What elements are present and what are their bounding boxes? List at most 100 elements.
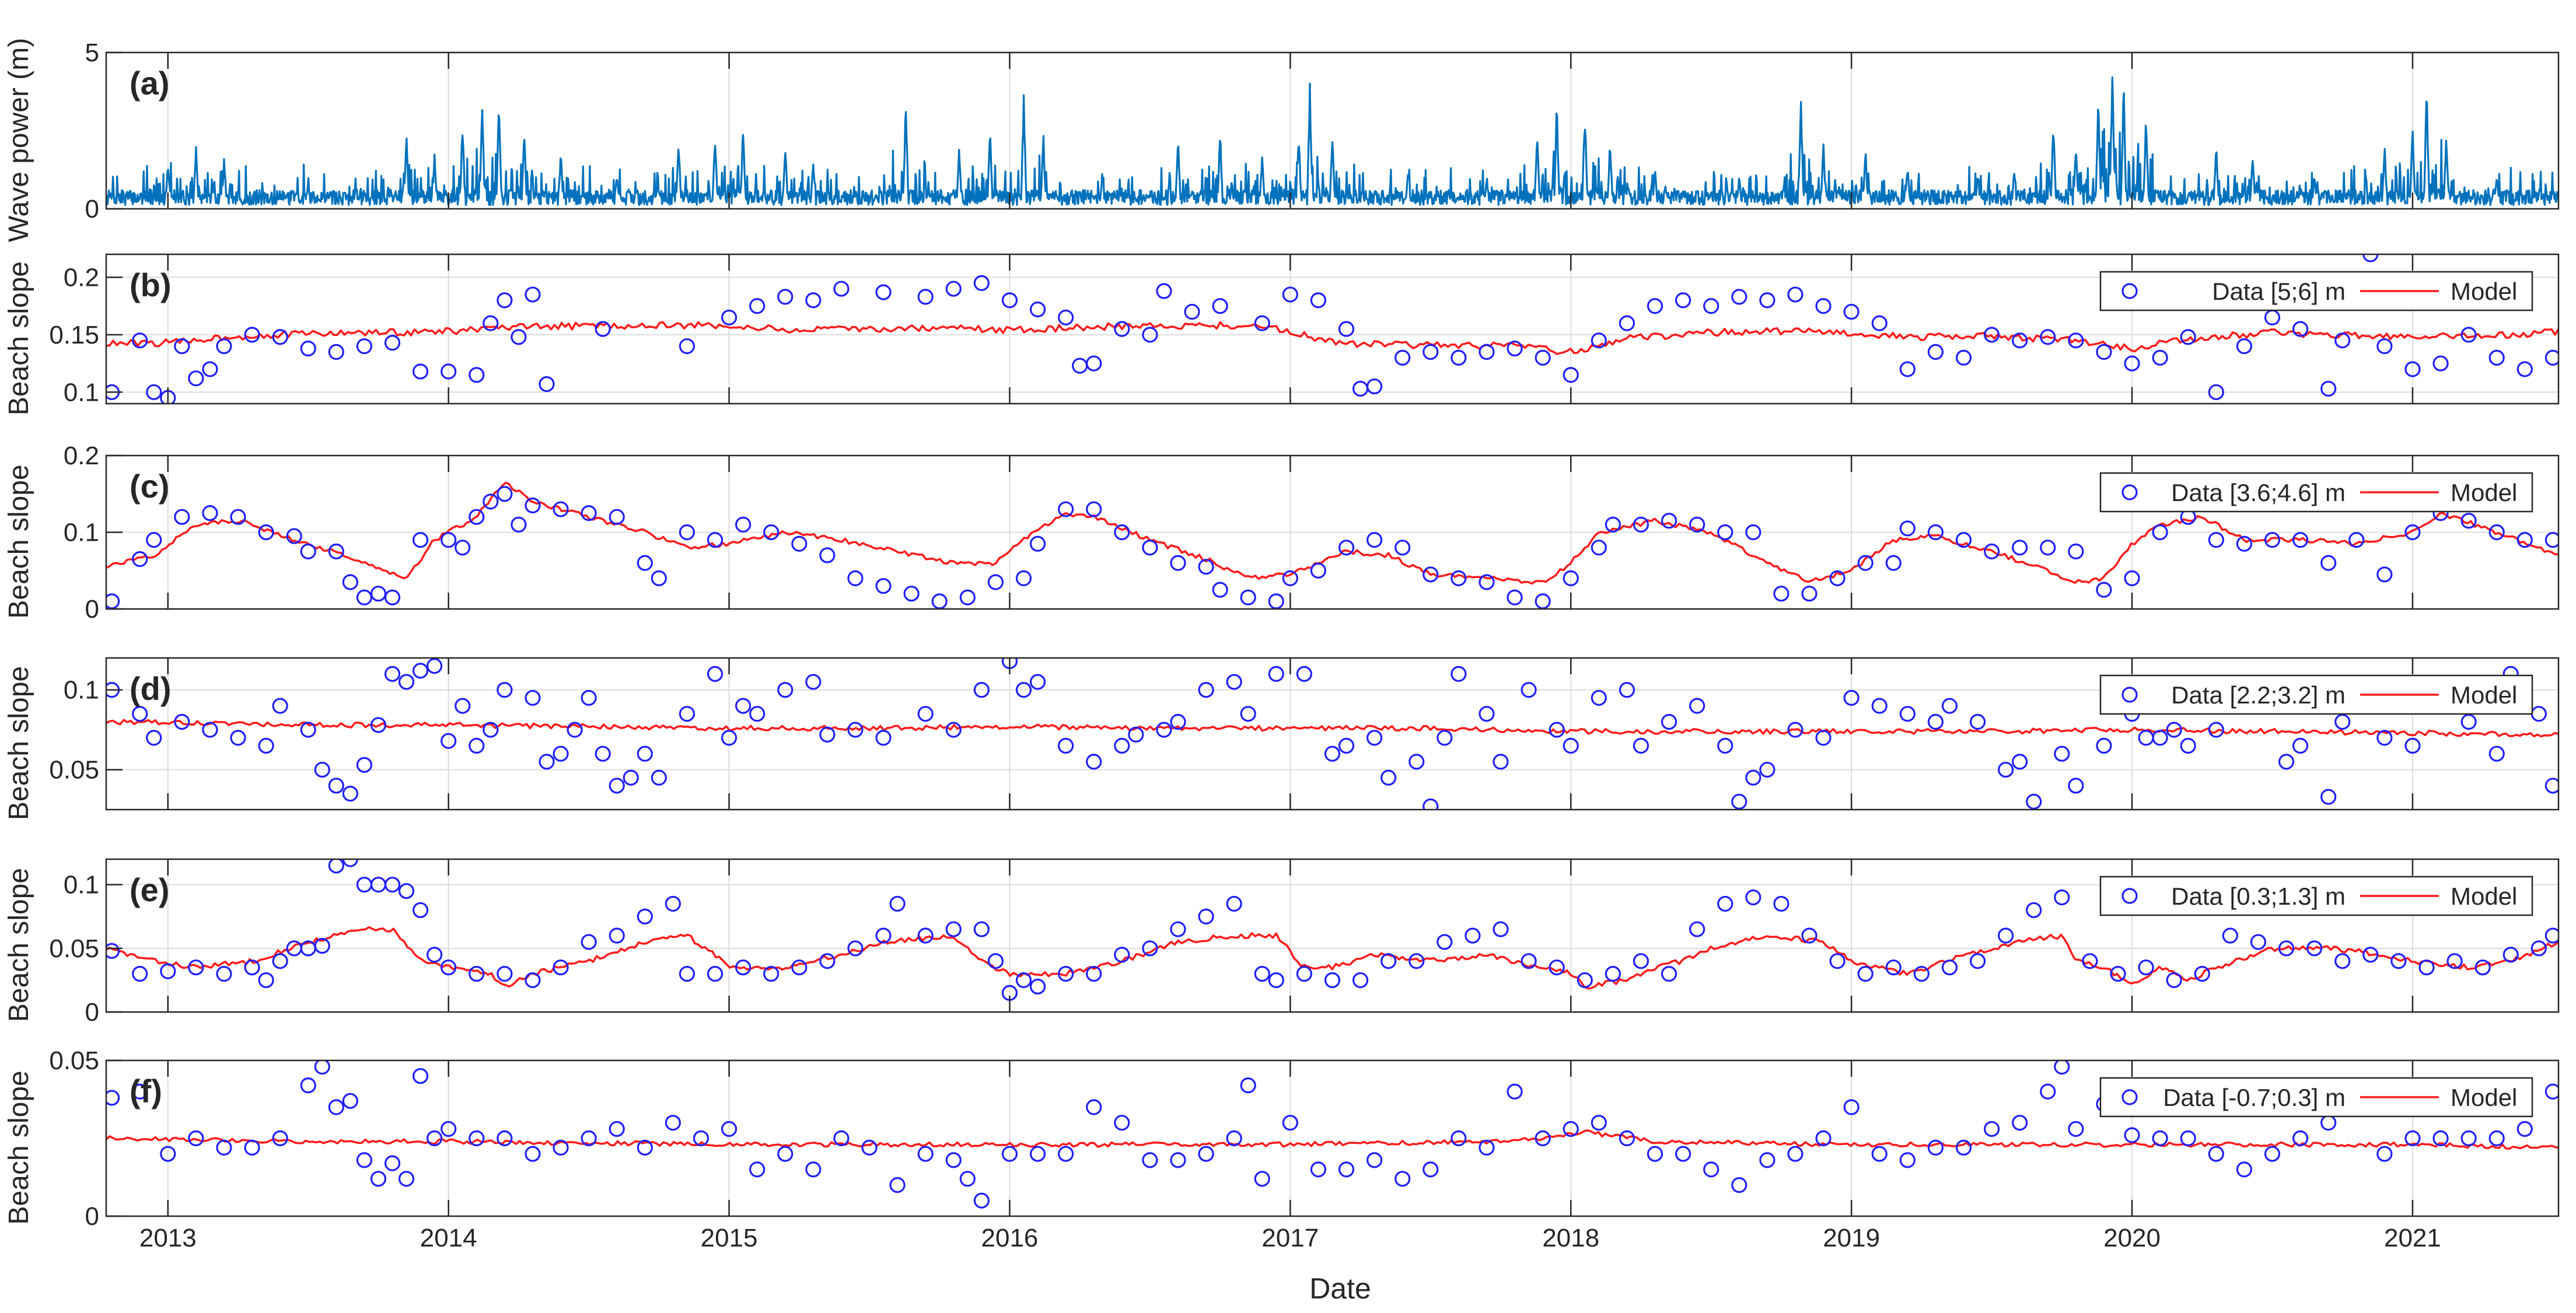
x-tick-label: 2020	[2103, 1224, 2161, 1252]
data-point	[2376, 566, 2393, 583]
data-point	[272, 1130, 288, 1147]
data-point	[1142, 540, 1158, 556]
data-point	[1843, 1099, 1860, 1115]
data-point	[2404, 524, 2421, 541]
legend-model-label: Model	[2451, 479, 2517, 506]
legend-data-marker	[2121, 283, 2138, 299]
data-point	[917, 927, 934, 944]
panel-label: (b)	[130, 267, 172, 303]
data-point	[2516, 1121, 2533, 1137]
data-point	[356, 589, 373, 605]
data-point	[1507, 1083, 1523, 1100]
data-point	[1717, 895, 1733, 912]
data-point	[1633, 516, 1649, 533]
data-point	[679, 706, 695, 722]
data-point	[412, 902, 429, 918]
data-point	[1170, 555, 1186, 571]
y-axis-label: Wave power (m)	[4, 38, 34, 242]
data-point	[819, 726, 836, 743]
data-point	[1268, 972, 1284, 989]
data-point	[1619, 315, 1635, 331]
data-point	[2460, 1130, 2477, 1147]
data-point	[1955, 349, 1972, 366]
data-point	[1198, 1146, 1214, 1162]
data-point	[847, 940, 864, 957]
data-point	[2404, 737, 2421, 754]
data-point	[539, 754, 555, 770]
data-point	[609, 778, 625, 794]
data-point	[1885, 555, 1902, 571]
data-point	[1941, 698, 1958, 714]
data-point	[2096, 737, 2112, 754]
data-point	[1493, 921, 1509, 937]
data-point	[2152, 1130, 2168, 1147]
data-point	[637, 908, 653, 925]
data-point	[1899, 520, 1916, 537]
data-point	[469, 367, 485, 383]
data-point	[1955, 532, 1972, 548]
y-tick-label: 0.05	[49, 1046, 99, 1075]
data-point	[1675, 1146, 1691, 1162]
model-line	[106, 719, 2558, 738]
data-point	[328, 778, 344, 794]
data-point	[917, 289, 934, 305]
y-tick-label: 0.1	[64, 519, 99, 547]
legend-model-label: Model	[2451, 681, 2517, 709]
data-point	[1717, 737, 1733, 754]
legend-data-marker	[2121, 888, 2138, 904]
data-point	[889, 1177, 906, 1193]
data-point	[1507, 340, 1523, 357]
data-point	[721, 730, 738, 746]
data-point	[1450, 666, 1467, 682]
data-point	[1773, 895, 1789, 912]
data-point	[1282, 570, 1298, 587]
data-point	[132, 551, 148, 568]
data-point	[609, 1121, 625, 1137]
data-point	[1408, 754, 1425, 770]
data-point	[160, 963, 176, 979]
data-point	[1591, 540, 1607, 556]
data-point	[1535, 593, 1551, 609]
data-point	[1479, 706, 1495, 722]
model-line	[106, 482, 2558, 585]
data-point	[1745, 889, 1761, 906]
data-point	[1114, 321, 1130, 337]
data-point	[581, 505, 597, 521]
data-point	[1998, 927, 2014, 944]
panel-label: (f)	[130, 1073, 162, 1109]
data-point	[2516, 361, 2533, 377]
data-point	[1661, 713, 1677, 730]
data-point	[1927, 524, 1944, 541]
data-point	[427, 658, 443, 674]
data-point	[1857, 555, 1874, 571]
data-point	[1296, 666, 1313, 682]
data-point	[1563, 737, 1579, 754]
data-point	[637, 555, 653, 571]
data-point	[497, 486, 513, 502]
data-point	[412, 1068, 429, 1084]
data-point	[2418, 959, 2435, 976]
data-point	[2026, 902, 2042, 918]
y-tick-label: 0.2	[64, 442, 99, 470]
data-point	[903, 586, 920, 602]
data-point	[959, 589, 976, 605]
data-point	[735, 698, 752, 714]
data-point	[1717, 524, 1733, 541]
data-point	[132, 1083, 148, 1100]
data-point	[2068, 1121, 2084, 1137]
data-point	[637, 745, 653, 762]
data-point	[497, 1130, 513, 1147]
data-point	[2544, 349, 2558, 366]
data-point	[342, 574, 358, 590]
data-point	[2334, 332, 2351, 349]
data-point	[2334, 713, 2351, 730]
data-point	[1927, 1139, 1944, 1156]
legend-box	[2099, 271, 2533, 311]
data-point	[2292, 532, 2309, 548]
data-point	[2040, 540, 2056, 556]
data-point	[1969, 953, 1986, 969]
data-point	[693, 1130, 709, 1147]
data-point	[1787, 722, 1803, 738]
data-point	[1689, 698, 1705, 714]
data-point	[1086, 965, 1102, 982]
